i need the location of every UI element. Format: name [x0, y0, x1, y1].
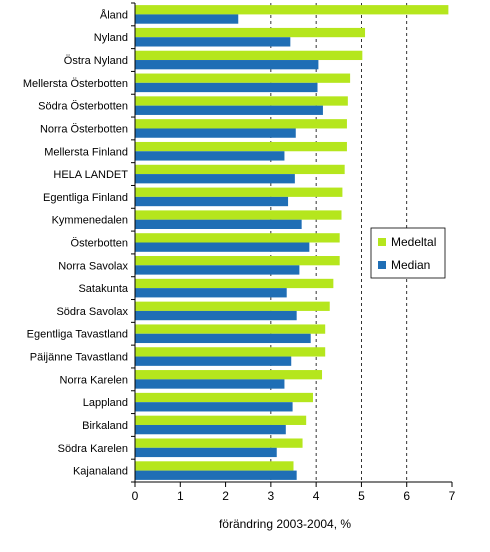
category-label: Nyland: [94, 32, 128, 44]
legend: Medeltal Median: [370, 227, 446, 279]
bar-median-10: [135, 242, 310, 252]
bar-median-15: [135, 356, 292, 366]
category-label: Mellersta Finland: [44, 146, 128, 158]
category-label: Egentliga Finland: [43, 192, 128, 204]
bar-medeltal-20: [135, 461, 294, 471]
category-label: HELA LANDET: [53, 169, 128, 181]
category-label: Lappland: [83, 397, 128, 409]
bar-median-14: [135, 333, 311, 344]
bar-median-11: [135, 265, 300, 275]
category-label: Södra Savolax: [56, 306, 128, 318]
category-label: Österbotten: [71, 238, 128, 250]
bar-median-0: [135, 14, 239, 24]
category-label: Mellersta Österbotten: [23, 78, 128, 90]
bar-median-9: [135, 219, 302, 229]
bar-median-1: [135, 37, 291, 47]
category-label: Östra Nyland: [64, 55, 128, 67]
bar-medeltal-11: [135, 256, 340, 266]
bar-medeltal-12: [135, 278, 334, 289]
category-label: Norra Österbotten: [40, 123, 128, 135]
bar-median-8: [135, 196, 289, 207]
bar-median-18: [135, 424, 286, 435]
bar-median-17: [135, 402, 293, 412]
bar-median-20: [135, 470, 297, 480]
bar-medeltal-0: [135, 5, 449, 15]
bar-medeltal-6: [135, 141, 347, 152]
bar-medeltal-4: [135, 96, 348, 106]
category-label: Södra Österbotten: [38, 101, 128, 113]
bar-medeltal-13: [135, 301, 330, 311]
legend-label-medeltal: Medeltal: [391, 235, 436, 249]
bar-median-5: [135, 128, 296, 138]
x-tick-label: 0: [132, 489, 139, 503]
bar-medeltal-9: [135, 210, 342, 220]
bar-medeltal-17: [135, 392, 313, 403]
legend-swatch-median: [378, 261, 386, 269]
bars: [135, 5, 449, 480]
category-label: Egentliga Tavastland: [27, 329, 128, 341]
legend-swatch-medeltal: [378, 238, 386, 246]
legend-label-median: Median: [391, 258, 430, 272]
bar-medeltal-2: [135, 50, 363, 61]
bar-median-12: [135, 288, 287, 298]
x-tick-label: 5: [358, 489, 365, 503]
axes: 0 1 2 3 4 5 6 7: [131, 2, 456, 503]
bar-medeltal-5: [135, 119, 347, 129]
bar-medeltal-10: [135, 233, 340, 243]
x-tick-label: 4: [313, 489, 320, 503]
category-label: Kajanaland: [73, 466, 128, 478]
category-label: Satakunta: [78, 283, 128, 295]
bar-median-6: [135, 151, 285, 161]
x-tick-label: 6: [403, 489, 410, 503]
bar-medeltal-18: [135, 415, 307, 425]
x-tick-label: 7: [449, 489, 456, 503]
category-label: Norra Karelen: [60, 374, 128, 386]
x-tick-label: 1: [177, 489, 184, 503]
x-tick-label: 2: [222, 489, 229, 503]
bar-median-7: [135, 174, 295, 184]
bar-median-4: [135, 105, 323, 115]
bar-medeltal-16: [135, 370, 323, 380]
category-label: Södra Karelen: [58, 443, 128, 455]
legend-box: [370, 227, 446, 279]
bar-medeltal-14: [135, 324, 326, 334]
category-label: Åland: [100, 8, 128, 21]
bar-medeltal-15: [135, 347, 326, 357]
x-axis-title: förändring 2003-2004, %: [219, 517, 351, 531]
bar-medeltal-8: [135, 187, 343, 197]
bar-median-13: [135, 310, 297, 321]
bar-medeltal-3: [135, 73, 351, 83]
bar-median-16: [135, 379, 285, 389]
bar-medeltal-19: [135, 438, 303, 448]
category-label: Norra Savolax: [58, 260, 128, 272]
category-label: Birkaland: [82, 420, 128, 432]
category-labels: Åland Nyland Östra Nyland Mellersta Österbo…: [23, 8, 129, 477]
bar-median-2: [135, 60, 319, 70]
x-tick-label: 3: [268, 489, 275, 503]
bar-medeltal-7: [135, 164, 345, 175]
category-label: Kymmenedalen: [52, 215, 128, 227]
bar-medeltal-1: [135, 27, 366, 38]
bar-median-3: [135, 82, 318, 93]
bar-median-19: [135, 447, 277, 458]
category-label: Päijänne Tavastland: [30, 352, 128, 364]
